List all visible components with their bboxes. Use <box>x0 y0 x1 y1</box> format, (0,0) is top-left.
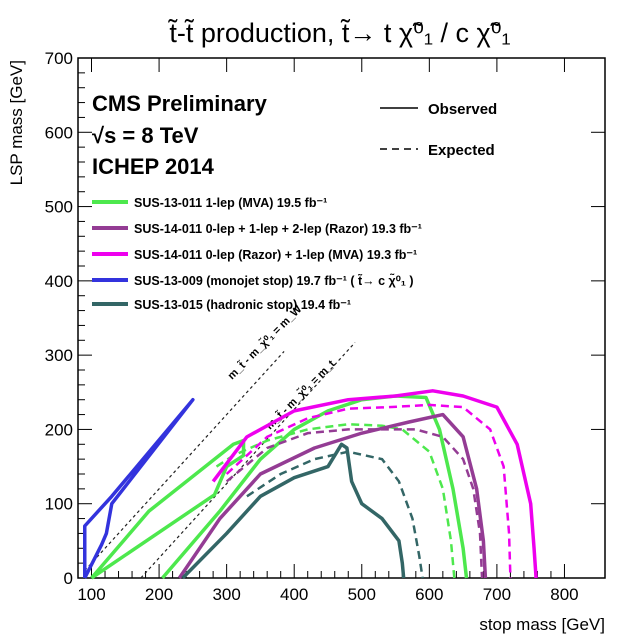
legend-entry: SUS-14-011 0-lep + 1-lep + 2-lep (Razor)… <box>134 222 422 236</box>
diagonal-line <box>84 351 285 571</box>
observed-contour <box>177 412 488 579</box>
x-tick-label: 600 <box>415 585 443 604</box>
y-axis-label: LSP mass [GeV] <box>7 60 26 185</box>
x-tick-label: 500 <box>348 585 376 604</box>
observed-contour <box>181 442 406 580</box>
exclusion-contours <box>83 389 538 580</box>
header-energy: √s = 8 TeV <box>92 123 199 148</box>
x-tick-label: 200 <box>145 585 173 604</box>
observed-contour <box>211 389 538 579</box>
expected-contour <box>225 428 484 579</box>
observed-contour <box>90 438 246 580</box>
y-tick-label: 300 <box>45 346 73 365</box>
x-axis-label: stop mass [GeV] <box>479 615 605 634</box>
observed-contour <box>83 397 195 579</box>
y-tick-label: 0 <box>64 569 73 588</box>
x-tick-label: 100 <box>77 585 105 604</box>
legend-entry: SUS-13-011 1-lep (MVA) 19.5 fb⁻¹ <box>134 196 327 210</box>
x-tick-label: 800 <box>550 585 578 604</box>
legend-entry: SUS-13-009 (monojet stop) 19.7 fb⁻¹ ( t̃… <box>134 273 414 288</box>
analysis-legend: SUS-13-011 1-lep (MVA) 19.5 fb⁻¹ SUS-14-0… <box>92 196 422 312</box>
legend-entry: SUS-13-015 (hadronic stop) 19.4 fb⁻¹ <box>134 298 351 312</box>
expected-contour <box>225 403 512 579</box>
y-tick-label: 700 <box>45 49 73 68</box>
y-tick-label: 600 <box>45 123 73 142</box>
y-tick-label: 500 <box>45 198 73 217</box>
y-tick-label: 400 <box>45 272 73 291</box>
y-tick-label: 100 <box>45 495 73 514</box>
x-tick-label: 300 <box>212 585 240 604</box>
chart-title: t̃-t̃ production, t̃→ t χ̃⁰₁ / c χ̃⁰₁ <box>167 18 510 48</box>
x-tick-label: 400 <box>280 585 308 604</box>
legend-entry: SUS-14-011 0-lep (Razor) + 1-lep (MVA) 1… <box>134 248 417 262</box>
diagonal-line <box>140 342 356 579</box>
expected-contour <box>246 450 424 579</box>
y-tick-label: 200 <box>45 420 73 439</box>
header-conference: ICHEP 2014 <box>92 154 215 179</box>
plot-frame <box>77 57 606 579</box>
axis-ticks: 100 200 300 400 500 600 700 8000100200300400500… <box>45 49 605 604</box>
header-cms: CMS Preliminary <box>92 91 268 116</box>
expected-style-label: Expected <box>428 142 495 159</box>
x-tick-label: 700 <box>483 585 511 604</box>
observed-style-label: Observed <box>428 101 497 118</box>
